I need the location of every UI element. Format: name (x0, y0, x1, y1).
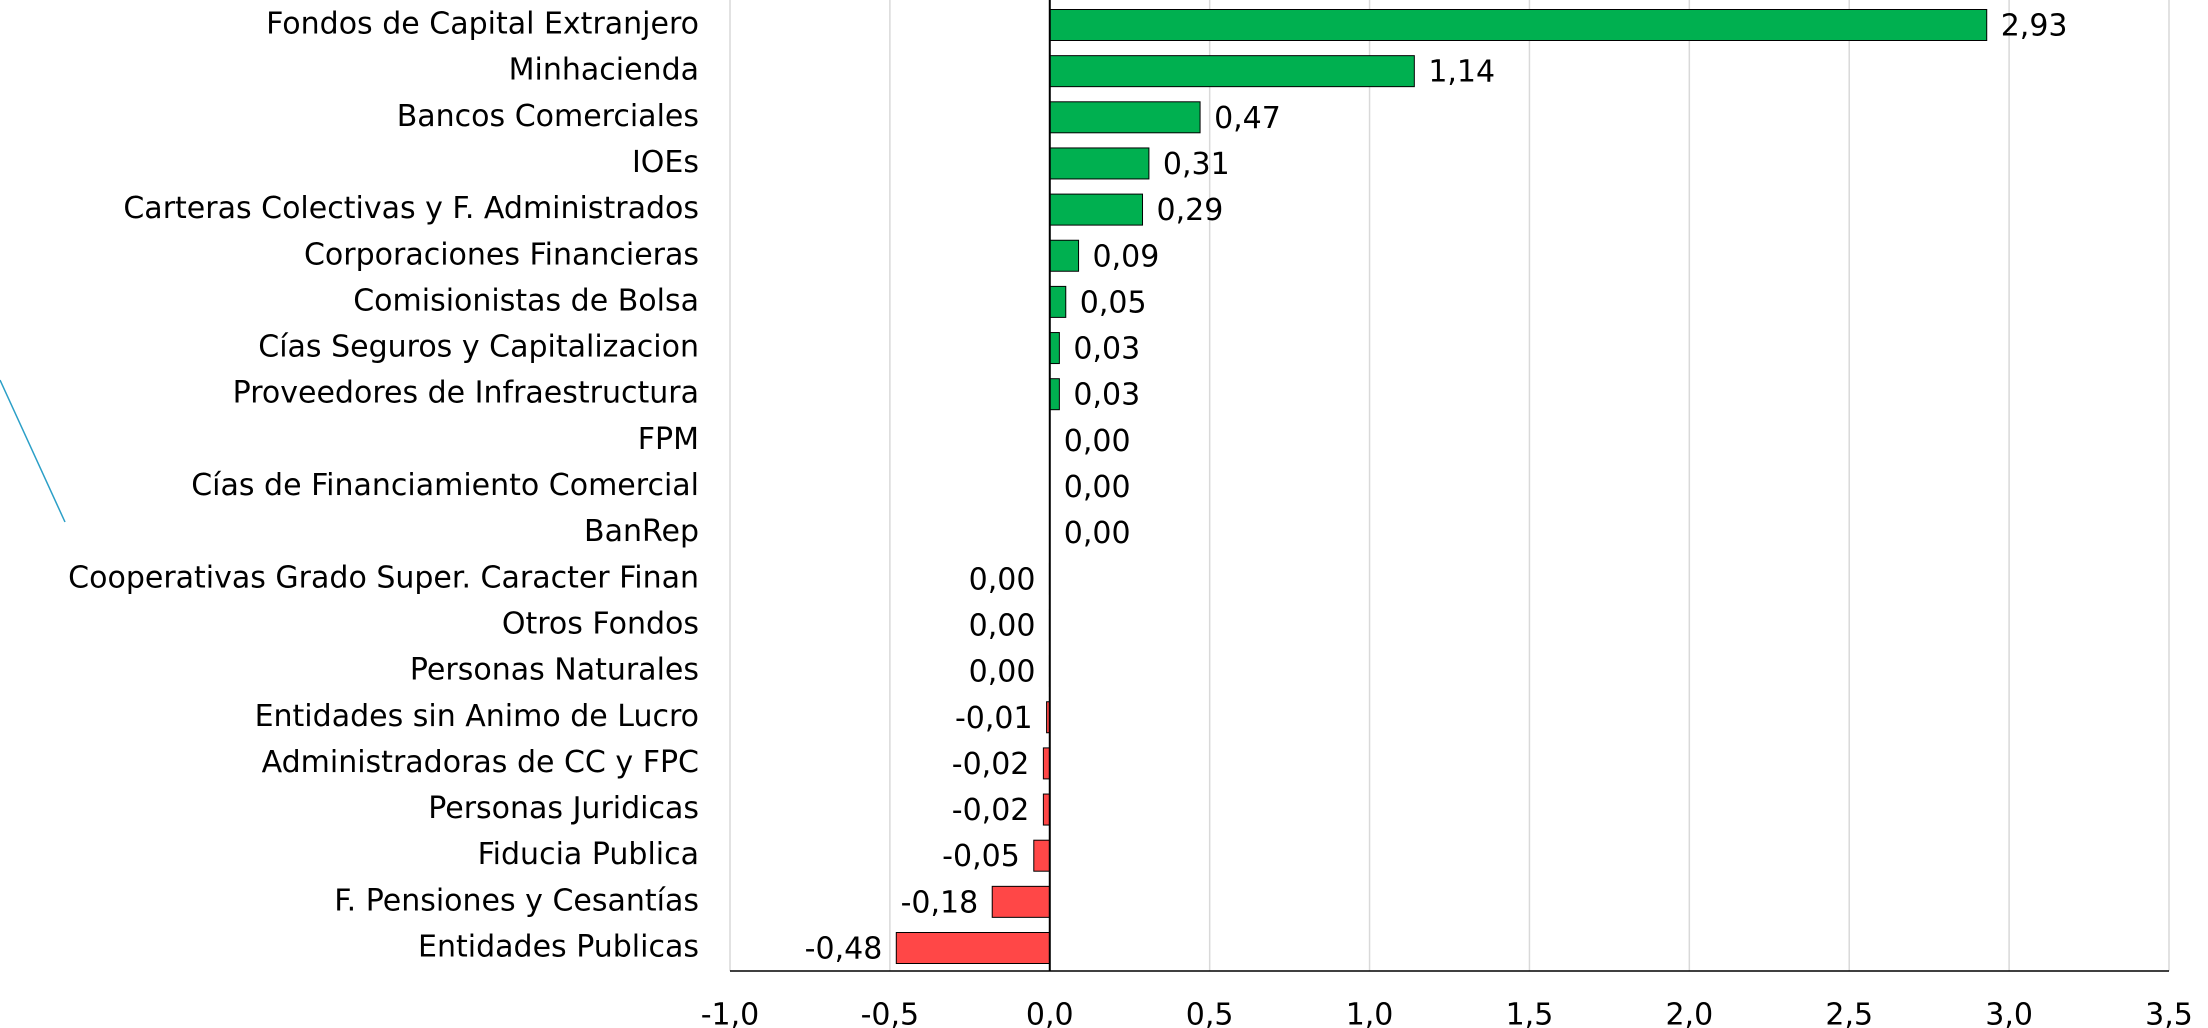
value-label: -0,02 (952, 793, 1030, 828)
value-label: 0,03 (1073, 332, 1140, 367)
y-tick-label: Comisionistas de Bolsa (353, 283, 699, 318)
y-tick-label: Minhacienda (509, 53, 699, 88)
bar (895, 932, 1051, 964)
bar (1049, 9, 1988, 41)
y-tick-label: Carteras Colectivas y F. Administrados (123, 191, 699, 226)
x-tick-label: 2,0 (1665, 998, 1713, 1028)
bar (1049, 332, 1060, 365)
value-label: 0,31 (1163, 147, 1230, 182)
x-tick-label: 1,0 (1346, 998, 1394, 1028)
x-tick-label: 0,5 (1186, 998, 1234, 1028)
value-label: 0,00 (969, 608, 1036, 643)
value-label: -0,05 (942, 839, 1020, 874)
y-tick-label: Cooperativas Grado Super. Caracter Finan (68, 560, 699, 595)
value-label: 0,47 (1214, 101, 1281, 136)
y-tick-label: Fondos de Capital Extranjero (266, 7, 699, 42)
x-tick-label: 1,5 (1506, 998, 1554, 1028)
y-tick-label: Cías de Financiamiento Comercial (191, 468, 699, 503)
y-tick-label: IOEs (632, 145, 699, 180)
x-tick-label: -1,0 (701, 998, 760, 1028)
bar (1049, 239, 1080, 272)
bar (1049, 147, 1150, 180)
y-tick-label: F. Pensiones y Cesantías (334, 883, 699, 918)
y-tick-label: Fiducia Publica (478, 837, 699, 872)
value-label: 0,00 (1064, 470, 1131, 505)
y-tick-label: Entidades sin Animo de Lucro (255, 699, 699, 734)
bar (1049, 193, 1144, 226)
value-label: 0,00 (1064, 424, 1131, 459)
value-label: -0,01 (955, 701, 1033, 736)
x-tick-label: -0,5 (861, 998, 920, 1028)
value-label: 0,00 (1064, 516, 1131, 551)
x-tick-label: 2,5 (1825, 998, 1873, 1028)
y-tick-label: Cías Seguros y Capitalizacion (258, 330, 699, 365)
x-tick-label: 0,0 (1026, 998, 1074, 1028)
value-label: 0,09 (1093, 239, 1160, 274)
y-tick-label: FPM (638, 422, 699, 457)
y-tick-label: Entidades Publicas (418, 930, 699, 965)
value-label: 0,03 (1073, 378, 1140, 413)
y-tick-label: Corporaciones Financieras (304, 237, 699, 272)
bar (1049, 378, 1060, 411)
value-label: 2,93 (2001, 9, 2068, 44)
value-label: -0,48 (805, 932, 883, 967)
y-tick-label: Otros Fondos (502, 606, 699, 641)
value-label: 0,00 (969, 655, 1036, 690)
bar (1049, 55, 1415, 88)
value-label: -0,02 (952, 747, 1030, 782)
bar (1049, 285, 1067, 318)
bar (1049, 101, 1201, 134)
y-tick-label: Personas Juridicas (428, 791, 699, 826)
y-tick-label: Personas Naturales (410, 653, 699, 688)
value-label: 0,05 (1080, 285, 1147, 320)
x-tick-label: 3,5 (2145, 998, 2193, 1028)
value-label: 1,14 (1428, 55, 1495, 90)
y-tick-label: Administradoras de CC y FPC (262, 745, 699, 780)
y-tick-label: Bancos Comerciales (397, 99, 699, 134)
x-tick-label: 3,0 (1985, 998, 2033, 1028)
y-tick-label: Proveedores de Infraestructura (233, 376, 699, 411)
value-label: 0,29 (1157, 193, 1224, 228)
y-tick-label: BanRep (584, 514, 699, 549)
value-label: -0,18 (901, 885, 979, 920)
bar (991, 885, 1051, 918)
decor-line (0, 379, 66, 523)
bar (1033, 839, 1051, 872)
value-label: 0,00 (969, 562, 1036, 597)
